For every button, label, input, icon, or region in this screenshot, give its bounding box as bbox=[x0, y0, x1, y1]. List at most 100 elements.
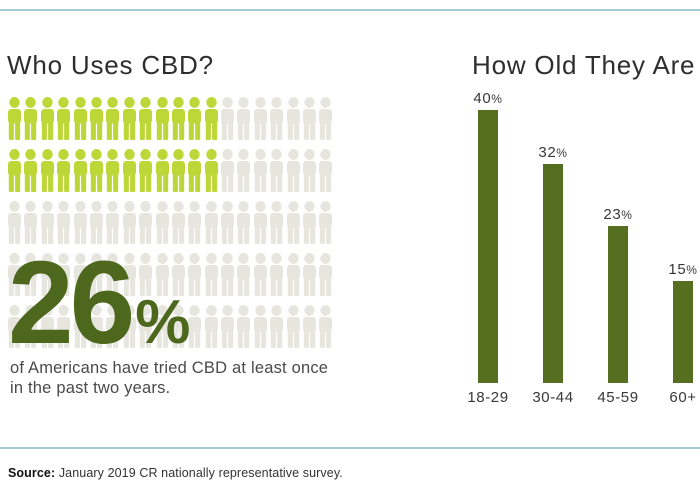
person-icon bbox=[303, 97, 317, 140]
person-icon bbox=[204, 97, 218, 140]
person-icon bbox=[139, 305, 153, 348]
person-icon bbox=[40, 305, 54, 348]
bar-value-label: 23% bbox=[603, 206, 633, 223]
person-icon bbox=[319, 253, 333, 296]
person-icon bbox=[286, 305, 300, 348]
person-icon bbox=[188, 201, 202, 244]
person-icon bbox=[204, 201, 218, 244]
person-icon bbox=[237, 149, 251, 192]
bar bbox=[543, 164, 563, 383]
top-divider bbox=[0, 9, 700, 11]
right-panel-title: How Old They Are bbox=[472, 50, 696, 80]
person-icon bbox=[8, 253, 21, 296]
person-icon bbox=[155, 149, 169, 192]
pictogram-row bbox=[8, 97, 340, 140]
person-icon bbox=[8, 97, 21, 140]
person-icon bbox=[286, 97, 300, 140]
stat-number: 26 bbox=[8, 237, 135, 369]
person-icon bbox=[73, 201, 87, 244]
pictogram-row bbox=[8, 149, 340, 192]
source-note: Source: January 2019 CR nationally repre… bbox=[8, 466, 343, 480]
stat-description-line1: of Americans have tried CBD at least onc… bbox=[10, 359, 329, 377]
person-icon bbox=[8, 201, 21, 244]
person-icon bbox=[171, 201, 185, 244]
person-icon bbox=[139, 97, 153, 140]
bar-value-label: 40% bbox=[473, 90, 503, 107]
person-icon bbox=[286, 201, 300, 244]
person-icon bbox=[73, 97, 87, 140]
person-icon bbox=[188, 305, 202, 348]
person-icon bbox=[89, 149, 103, 192]
bar-category-label: 45-59 bbox=[597, 389, 639, 406]
person-icon bbox=[40, 149, 54, 192]
person-icon bbox=[171, 253, 185, 296]
person-icon bbox=[57, 253, 71, 296]
person-icon bbox=[221, 253, 235, 296]
bar-category-label: 18-29 bbox=[467, 389, 509, 406]
person-icon bbox=[57, 97, 71, 140]
bar bbox=[478, 110, 498, 383]
bar-category-label: 30-44 bbox=[532, 389, 574, 406]
person-icon bbox=[171, 149, 185, 192]
person-icon bbox=[106, 201, 120, 244]
left-panel-title: Who Uses CBD? bbox=[7, 50, 214, 80]
person-icon bbox=[89, 253, 103, 296]
person-icon bbox=[270, 149, 284, 192]
person-icon bbox=[188, 253, 202, 296]
bar-value-label: 32% bbox=[538, 144, 568, 161]
person-icon bbox=[24, 253, 38, 296]
person-icon bbox=[139, 253, 153, 296]
cbd-users-pictogram bbox=[8, 97, 340, 348]
person-icon bbox=[106, 149, 120, 192]
bar-group-60+: 15% 60+ bbox=[657, 261, 700, 406]
person-icon bbox=[253, 253, 267, 296]
person-icon bbox=[122, 253, 136, 296]
person-icon bbox=[57, 201, 71, 244]
person-icon bbox=[122, 201, 136, 244]
person-icon bbox=[106, 253, 120, 296]
person-icon bbox=[204, 305, 218, 348]
person-icon bbox=[73, 149, 87, 192]
person-icon bbox=[89, 201, 103, 244]
person-icon bbox=[24, 149, 38, 192]
person-icon bbox=[319, 97, 333, 140]
person-icon bbox=[253, 201, 267, 244]
person-icon bbox=[319, 305, 333, 348]
person-icon bbox=[89, 97, 103, 140]
person-icon bbox=[40, 201, 54, 244]
pictogram-row bbox=[8, 253, 340, 296]
person-icon bbox=[188, 149, 202, 192]
person-icon bbox=[171, 97, 185, 140]
person-icon bbox=[40, 97, 54, 140]
person-icon bbox=[303, 149, 317, 192]
person-icon bbox=[221, 305, 235, 348]
person-icon bbox=[8, 305, 21, 348]
bar-value-label: 15% bbox=[668, 261, 698, 278]
source-text: January 2019 CR nationally representativ… bbox=[58, 466, 343, 480]
bar bbox=[608, 226, 628, 383]
person-icon bbox=[204, 253, 218, 296]
person-icon bbox=[89, 305, 103, 348]
person-icon bbox=[188, 97, 202, 140]
person-icon bbox=[221, 149, 235, 192]
person-icon bbox=[303, 305, 317, 348]
stat-description-line2: in the past two years. bbox=[10, 378, 171, 397]
person-icon bbox=[270, 201, 284, 244]
person-icon bbox=[319, 149, 333, 192]
pictogram-row bbox=[8, 201, 340, 244]
person-icon bbox=[221, 97, 235, 140]
person-icon bbox=[73, 305, 87, 348]
person-icon bbox=[270, 305, 284, 348]
person-icon bbox=[8, 149, 21, 192]
source-label: Source: bbox=[8, 466, 56, 480]
person-icon bbox=[155, 253, 169, 296]
person-icon bbox=[303, 253, 317, 296]
person-icon bbox=[40, 253, 54, 296]
person-icon bbox=[253, 149, 267, 192]
person-icon bbox=[122, 97, 136, 140]
person-icon bbox=[57, 149, 71, 192]
person-icon bbox=[139, 149, 153, 192]
stat-percent-sign: % bbox=[135, 288, 191, 357]
person-icon bbox=[319, 201, 333, 244]
